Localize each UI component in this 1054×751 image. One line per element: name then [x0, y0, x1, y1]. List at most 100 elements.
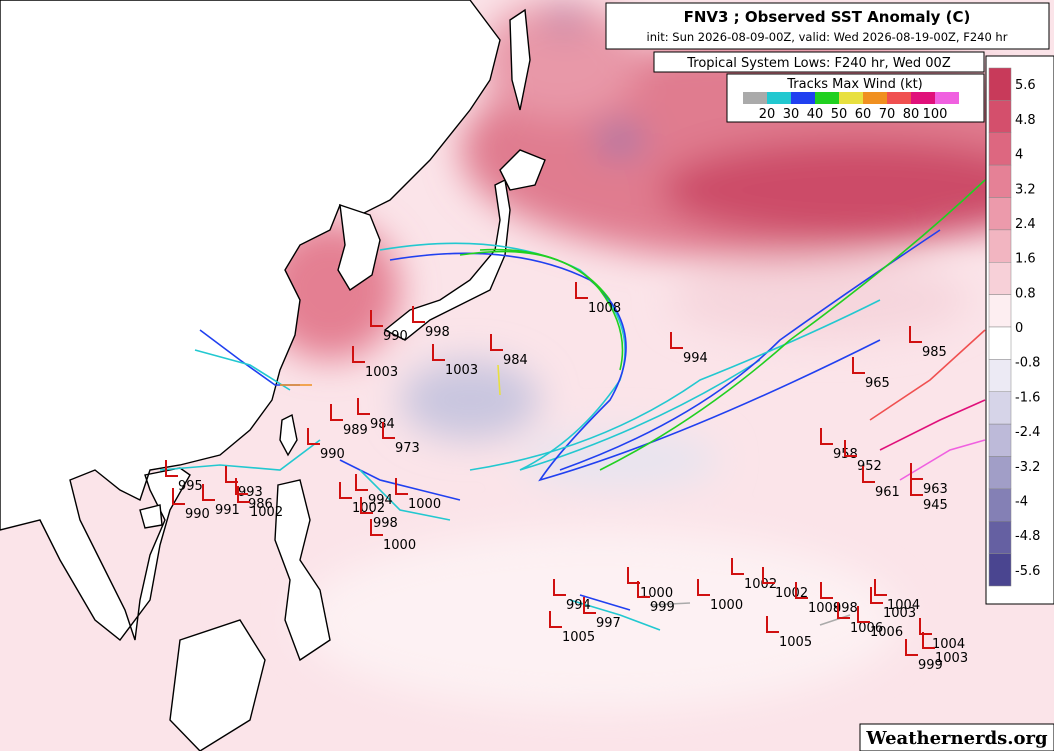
wind-color [887, 92, 911, 104]
pressure-label: 985 [922, 345, 947, 360]
tracks [159, 179, 986, 631]
low-marker [225, 466, 238, 483]
low-marker [844, 440, 857, 457]
colorbar-cell [988, 326, 1012, 360]
low-marker [165, 460, 178, 477]
pressure-label: 994 [566, 598, 591, 613]
low-marker [583, 597, 596, 614]
track [879, 399, 986, 451]
colorbar-cell [988, 262, 1012, 295]
low-marker [412, 306, 425, 323]
low-marker [432, 344, 445, 361]
panel-label: Tropical System Lows: F240 hr, Wed 00Z [686, 56, 951, 71]
title: FNV3 ; Observed SST Anomaly (C) [684, 8, 971, 26]
wind-color [791, 92, 815, 104]
colorbar-cell [988, 456, 1012, 490]
pressure-label: 990 [320, 447, 345, 462]
pressure-label: 1006 [870, 625, 903, 640]
track [194, 349, 291, 391]
low-marker [549, 611, 562, 628]
colorbar-cell [988, 391, 1012, 425]
pressure-label: 998 [833, 601, 858, 616]
low-marker [202, 484, 215, 501]
pressure-label: 965 [865, 376, 890, 391]
colorbar-cell [988, 100, 1012, 133]
track [159, 439, 321, 471]
pressure-label: 986 [248, 497, 273, 512]
colorbar-tick-label: -5.6 [1015, 564, 1040, 579]
low-marker [355, 474, 368, 491]
colorbar-tick-label: 0.8 [1015, 286, 1036, 301]
pressure-label: 1000 [640, 586, 673, 601]
wind-color [911, 92, 935, 104]
pressure-label: 995 [178, 479, 203, 494]
colorbar-tick-label: -2.4 [1015, 425, 1040, 440]
colorbar-tick-label: -4 [1015, 494, 1028, 509]
sakhalin [509, 8, 531, 111]
taiwan [279, 413, 298, 457]
pressure-label: 1004 [887, 598, 920, 613]
low-marker [762, 567, 775, 584]
pressure-label: 1003 [935, 651, 968, 666]
pressure-label: 963 [923, 482, 948, 497]
pressure-label: 945 [923, 498, 948, 513]
low-marker [382, 422, 395, 439]
wind-tick-label: 100 [923, 107, 948, 122]
low-marker [637, 581, 650, 598]
title-frame [605, 2, 1050, 50]
low-marker [627, 567, 640, 584]
colorbar-tick-label: -0.8 [1015, 356, 1040, 371]
pressure-label: 1004 [932, 637, 965, 652]
low-marker [490, 334, 503, 351]
track [459, 250, 624, 371]
low-marker [922, 632, 935, 649]
low-marker [352, 346, 365, 363]
low-marker [820, 428, 833, 445]
low-marker [766, 616, 779, 633]
low-marker [395, 478, 408, 495]
low-marker [339, 482, 352, 499]
low-marker [909, 326, 922, 343]
wind-tick-label: 20 [759, 107, 776, 122]
panel-frame [653, 51, 985, 73]
low-marker [237, 486, 250, 503]
colorbar-cell [988, 553, 1012, 587]
pressure-label: 1000 [383, 538, 416, 553]
colorbar-cell [988, 359, 1012, 392]
colorbar-tick-label: 1.6 [1015, 252, 1036, 267]
philippines [274, 479, 331, 662]
colorbar: 5.6 4.8 4 3.2 2.4 1.6 0.8 0 -0.8 -1.6 -2.4 -3.2 -4 -4… [985, 55, 1054, 605]
track [497, 364, 501, 396]
title-box: FNV3 ; Observed SST Anomaly (C) init: Su… [605, 2, 1050, 73]
low-marker [870, 587, 883, 604]
low-marker [852, 357, 865, 374]
pressure-label: 984 [503, 353, 528, 368]
pressure-label: 989 [343, 423, 368, 438]
pressure-label: 1005 [562, 630, 595, 645]
track [819, 614, 851, 626]
wind-color [863, 92, 887, 104]
colorbar-tick-label: 5.6 [1015, 78, 1036, 93]
korea [337, 203, 381, 291]
colorbar-tick-label: 3.2 [1015, 182, 1036, 197]
low-marker [731, 558, 744, 575]
wind-color [767, 92, 791, 104]
hainan [139, 504, 163, 529]
low-marker [862, 466, 875, 483]
wind-tick-label: 70 [879, 107, 896, 122]
pressure-label: 1003 [365, 365, 398, 380]
low-marker [307, 428, 320, 445]
low-marker [795, 582, 808, 599]
wind-tick-label: 40 [807, 107, 824, 122]
low-marker [235, 478, 248, 495]
pressure-label: 1005 [779, 635, 812, 650]
track [649, 602, 691, 606]
pressure-label: 1000 [408, 497, 441, 512]
colorbar-cell [988, 197, 1012, 231]
wind-tick-label: 60 [855, 107, 872, 122]
track [899, 439, 986, 481]
colorbar-tick-label: -4.8 [1015, 529, 1040, 544]
low-marker [370, 310, 383, 327]
wind-color [743, 92, 767, 104]
